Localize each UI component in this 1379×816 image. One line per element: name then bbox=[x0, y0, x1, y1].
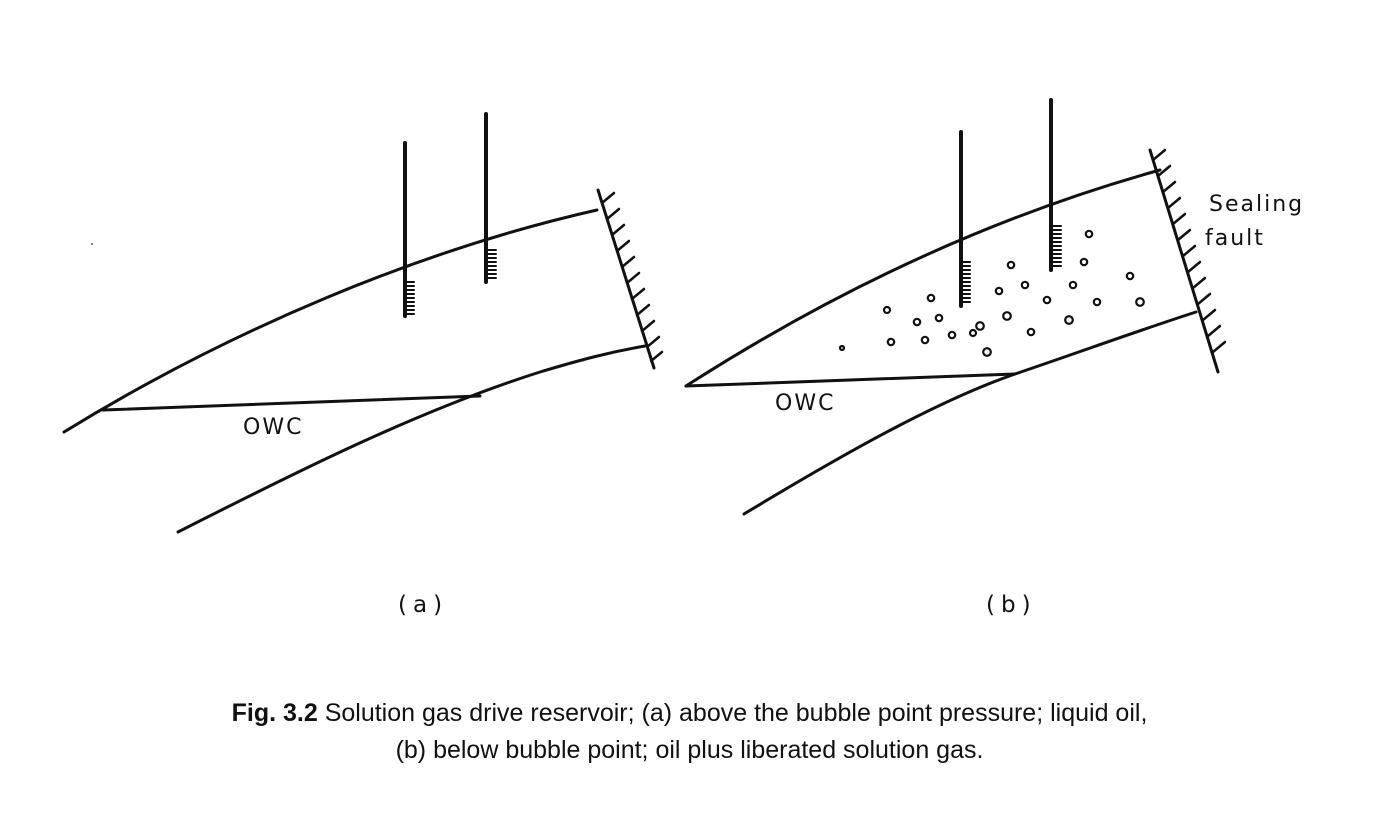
well-2-b bbox=[1049, 98, 1062, 272]
reservoir-base-b bbox=[742, 310, 1198, 516]
owc-line-a bbox=[101, 394, 482, 412]
sealing-fault-label-line2: fault bbox=[1205, 226, 1265, 251]
panel-label-a: (a) bbox=[398, 592, 448, 618]
well-1-b bbox=[959, 130, 971, 308]
figure-number: Fig. 3.2 bbox=[231, 699, 318, 727]
panel-b: OWC Sealing fault (b) bbox=[684, 98, 1304, 618]
sealing-fault-label-line1: Sealing bbox=[1209, 192, 1304, 217]
reservoir-top-b bbox=[684, 168, 1162, 388]
owc-label-a: OWC bbox=[243, 415, 303, 440]
panel-a: OWC (a) bbox=[62, 112, 664, 618]
well-2-a bbox=[484, 112, 497, 284]
reservoir-base-a bbox=[176, 344, 647, 534]
panel-label-b: (b) bbox=[986, 592, 1037, 618]
owc-line-b bbox=[684, 372, 1017, 388]
caption-line-1-text: Solution gas drive reservoir; (a) above … bbox=[324, 699, 1148, 727]
caption-line-2: (b) below bubble point; oil plus liberat… bbox=[395, 736, 984, 764]
fault-hatches-a bbox=[600, 191, 664, 363]
fault-hatches-b bbox=[1151, 148, 1227, 354]
sealing-fault-b bbox=[1148, 148, 1220, 374]
sealing-fault-a bbox=[596, 188, 656, 370]
stray-mark bbox=[91, 243, 93, 245]
gas-bubbles bbox=[838, 229, 1145, 357]
caption-line-1: Fig. 3.2 Solution gas drive reservoir; (… bbox=[0, 695, 1379, 732]
owc-label-b: OWC bbox=[775, 391, 835, 416]
well-1-a bbox=[403, 141, 415, 318]
figure-caption: Fig. 3.2 Solution gas drive reservoir; (… bbox=[0, 695, 1379, 769]
reservoir-top-a bbox=[62, 208, 599, 434]
